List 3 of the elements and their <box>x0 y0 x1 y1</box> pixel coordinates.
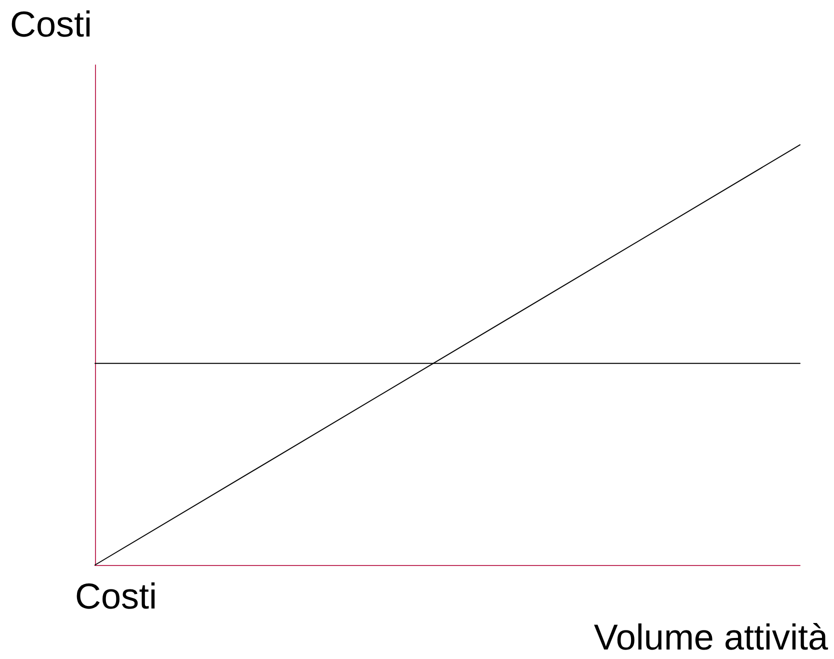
x-axis-title: Volume attività <box>594 616 829 658</box>
y-axis-title: Costi <box>10 4 92 44</box>
text: Costi <box>75 576 158 616</box>
